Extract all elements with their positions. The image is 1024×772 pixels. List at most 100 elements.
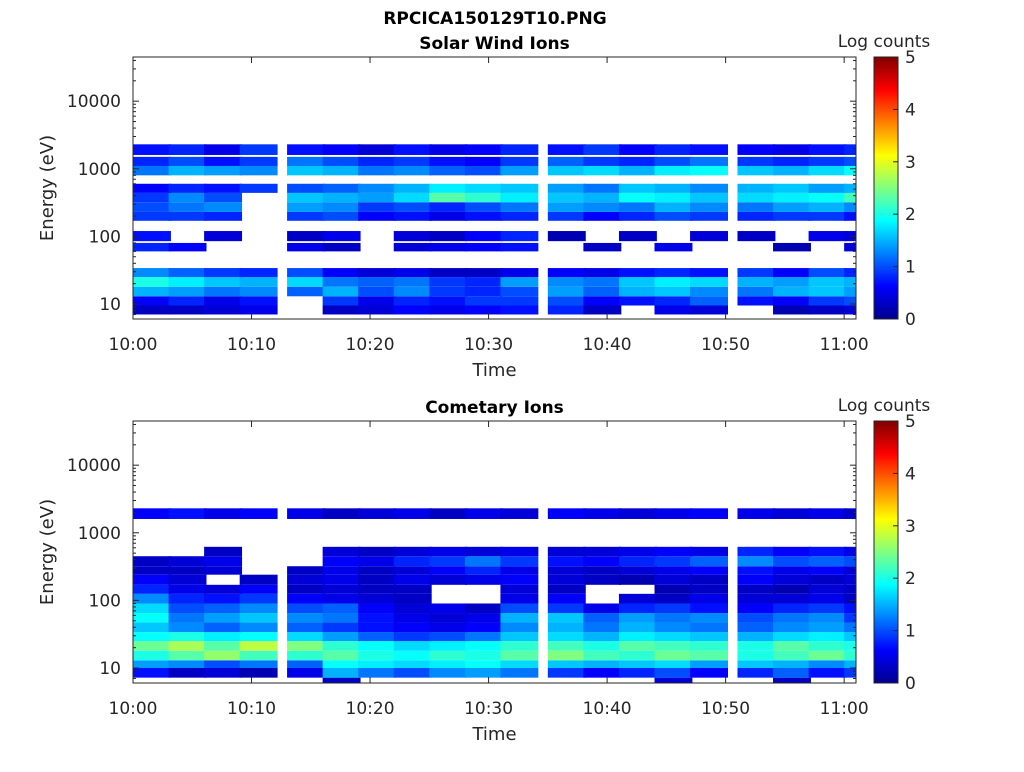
heatmap-cell — [690, 556, 728, 567]
heatmap-cell — [464, 296, 503, 306]
heatmap-cell — [393, 183, 432, 193]
x-tick-label: 10:20 — [346, 335, 395, 355]
heatmap-cell — [393, 546, 432, 557]
colorbar-tick-label: 1 — [905, 258, 916, 278]
colorbar-tick-label: 2 — [905, 569, 916, 589]
heatmap-cell — [547, 268, 586, 278]
x-tick-label: 11:00 — [820, 335, 869, 355]
heatmap-cell — [583, 508, 622, 519]
heatmap-cell — [133, 632, 171, 642]
heatmap-cell — [737, 231, 776, 242]
heatmap-cell — [547, 668, 586, 678]
heatmap-cell — [358, 305, 397, 315]
heatmap-cell — [844, 622, 857, 633]
heatmap-cell — [583, 668, 622, 678]
heatmap-cell — [808, 641, 847, 651]
heatmap-cell — [464, 242, 503, 252]
heatmap-cell — [773, 144, 811, 155]
heatmap-cell — [168, 268, 207, 278]
heatmap-cell — [464, 183, 503, 193]
heatmap-cell — [133, 641, 171, 651]
heatmap-cell — [464, 192, 503, 203]
heatmap-cell — [808, 231, 847, 242]
heatmap-cell — [464, 574, 503, 585]
heatmap-cell — [547, 584, 586, 594]
heatmap-cell — [773, 603, 811, 614]
colorbar-tick-label: 4 — [905, 464, 916, 484]
heatmap-cell — [168, 574, 207, 585]
heatmap-cell — [654, 296, 693, 306]
heatmap-cell — [500, 566, 539, 575]
heatmap-cell — [393, 156, 432, 166]
heatmap-cell — [808, 584, 847, 594]
heatmap-cell — [808, 277, 847, 287]
heatmap-cell — [133, 183, 171, 193]
heatmap-cell — [429, 660, 468, 669]
heatmap-cell — [737, 613, 776, 623]
heatmap-cell — [168, 277, 207, 287]
heatmap-cell — [618, 566, 657, 575]
heatmap-cell — [322, 584, 361, 594]
heatmap-cell — [808, 286, 847, 297]
heatmap-cell — [737, 183, 776, 193]
colorbar-tick-label: 5 — [905, 48, 916, 68]
heatmap-cell — [393, 165, 432, 176]
heatmap-cell — [583, 211, 622, 221]
heatmap-cell — [358, 650, 397, 661]
heatmap-cell — [322, 231, 361, 242]
heatmap-cell — [464, 286, 503, 297]
heatmap-cell — [808, 202, 847, 212]
heatmap-cell — [808, 668, 847, 678]
heatmap-cell — [844, 242, 857, 252]
heatmap-cell — [322, 677, 361, 683]
heatmap-cell — [429, 183, 468, 193]
heatmap-cell — [773, 156, 811, 166]
heatmap-cell — [133, 660, 171, 669]
y-axis-label: Energy (eV) — [37, 499, 58, 605]
heatmap-cell — [239, 183, 278, 193]
heatmap-cell — [737, 632, 776, 642]
heatmap-cell — [654, 202, 693, 212]
heatmap-cell — [358, 613, 397, 623]
heatmap-cell — [844, 211, 857, 221]
heatmap-cell — [239, 156, 278, 166]
heatmap-cell — [168, 603, 207, 614]
heatmap-cell — [654, 641, 693, 651]
heatmap-cell — [204, 231, 243, 242]
heatmap-cell — [654, 156, 693, 166]
heatmap-cell — [690, 305, 728, 315]
heatmap-cell — [287, 668, 326, 678]
heatmap-cell — [583, 277, 622, 287]
heatmap-cell — [168, 508, 207, 519]
heatmap-cell — [464, 268, 503, 278]
heatmap-cell — [773, 566, 811, 575]
heatmap-cell — [393, 603, 432, 614]
heatmap-cell — [464, 613, 503, 623]
heatmap-cell — [287, 144, 326, 155]
heatmap-cell — [844, 603, 857, 614]
heatmap-cell — [322, 508, 361, 519]
heatmap-cell — [204, 584, 243, 594]
heatmap-cell — [500, 305, 539, 315]
heatmap-cell — [287, 156, 326, 166]
heatmap-cell — [654, 305, 693, 315]
heatmap-cell — [204, 613, 243, 623]
heatmap-cell — [737, 296, 776, 306]
heatmap-cell — [464, 603, 503, 614]
heatmap-cell — [287, 202, 326, 212]
heatmap-cell — [358, 660, 397, 669]
heatmap-cell — [808, 144, 847, 155]
heatmap-cell — [808, 183, 847, 193]
x-tick-label: 11:00 — [820, 699, 869, 719]
heatmap-cell — [168, 556, 207, 567]
heatmap-cell — [287, 593, 326, 604]
heatmap-cell — [322, 296, 361, 306]
heatmap-cell — [547, 641, 586, 651]
heatmap-cell — [808, 593, 847, 604]
heatmap-cell — [358, 165, 397, 176]
heatmap-cell — [618, 183, 657, 193]
heatmap-cell — [690, 508, 728, 519]
heatmap-cell — [239, 613, 278, 623]
